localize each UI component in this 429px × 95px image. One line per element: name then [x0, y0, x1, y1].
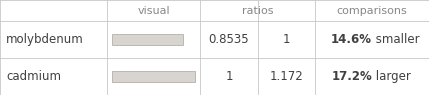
Text: comparisons: comparisons — [337, 6, 408, 15]
Text: ratios: ratios — [242, 6, 273, 15]
Bar — [112, 34, 183, 45]
Text: larger: larger — [372, 70, 411, 83]
Text: cadmium: cadmium — [6, 70, 61, 83]
Bar — [112, 71, 195, 82]
Text: 1: 1 — [283, 33, 290, 46]
Text: 0.8535: 0.8535 — [208, 33, 249, 46]
Text: smaller: smaller — [372, 33, 420, 46]
Text: molybdenum: molybdenum — [6, 33, 84, 46]
Text: 17.2%: 17.2% — [331, 70, 372, 83]
Text: 1: 1 — [225, 70, 233, 83]
Text: 1.172: 1.172 — [269, 70, 303, 83]
Text: visual: visual — [137, 6, 170, 15]
Text: 14.6%: 14.6% — [331, 33, 372, 46]
